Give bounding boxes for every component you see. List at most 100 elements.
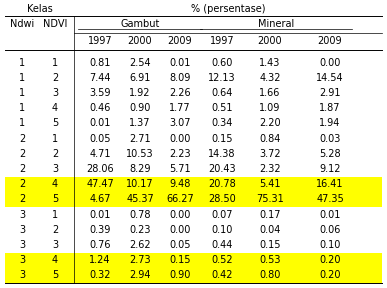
Bar	[5, 237, 382, 253]
Text: 2000: 2000	[128, 36, 152, 46]
Bar	[5, 268, 382, 283]
Text: 3.07: 3.07	[169, 118, 191, 128]
Text: 5.41: 5.41	[259, 179, 281, 189]
Text: 1: 1	[19, 103, 25, 113]
Text: 1997: 1997	[88, 36, 112, 46]
Text: 0.90: 0.90	[170, 270, 191, 281]
Text: 5: 5	[52, 270, 58, 281]
Bar	[5, 101, 382, 116]
Text: 2.54: 2.54	[129, 58, 151, 68]
Text: 0.04: 0.04	[259, 225, 281, 235]
Text: 0.53: 0.53	[259, 255, 281, 265]
Text: 1: 1	[52, 58, 58, 68]
Text: 0.15: 0.15	[259, 240, 281, 250]
Text: 2: 2	[52, 225, 58, 235]
Text: NDVI: NDVI	[43, 19, 67, 29]
Text: 0.00: 0.00	[170, 225, 191, 235]
Text: 0.23: 0.23	[129, 225, 151, 235]
Text: 0.06: 0.06	[319, 225, 341, 235]
Text: 66.27: 66.27	[166, 194, 194, 204]
Bar	[5, 222, 382, 237]
Text: 4: 4	[52, 103, 58, 113]
Text: 1.92: 1.92	[129, 88, 151, 98]
Text: 0.90: 0.90	[129, 103, 151, 113]
Text: 0.46: 0.46	[89, 103, 111, 113]
Text: % (persentase): % (persentase)	[191, 4, 265, 14]
Text: 0.00: 0.00	[319, 58, 341, 68]
Text: 1: 1	[19, 118, 25, 128]
Text: 1997: 1997	[210, 36, 234, 46]
Text: 2.73: 2.73	[129, 255, 151, 265]
Text: 10.53: 10.53	[126, 149, 154, 159]
Text: 2: 2	[19, 194, 25, 204]
Text: 2: 2	[19, 134, 25, 144]
Text: 47.47: 47.47	[86, 179, 114, 189]
Bar	[5, 207, 382, 222]
Text: 1.77: 1.77	[169, 103, 191, 113]
Text: 1.37: 1.37	[129, 118, 151, 128]
Text: 0.80: 0.80	[259, 270, 281, 281]
Text: 3: 3	[52, 164, 58, 174]
Text: 1.87: 1.87	[319, 103, 341, 113]
Text: 3: 3	[19, 210, 25, 219]
Text: 4.32: 4.32	[259, 73, 281, 83]
Text: Kelas: Kelas	[27, 4, 52, 14]
Text: 0.01: 0.01	[319, 210, 341, 219]
Text: 1: 1	[19, 58, 25, 68]
Text: 1.94: 1.94	[319, 118, 341, 128]
Text: 3: 3	[52, 240, 58, 250]
Text: 10.17: 10.17	[126, 179, 154, 189]
Bar	[5, 253, 382, 268]
Text: 0.60: 0.60	[211, 58, 233, 68]
Text: 0.39: 0.39	[89, 225, 111, 235]
Text: 2.94: 2.94	[129, 270, 151, 281]
Text: 4.71: 4.71	[89, 149, 111, 159]
Text: 5: 5	[52, 118, 58, 128]
Text: 28.50: 28.50	[208, 194, 236, 204]
Text: 45.37: 45.37	[126, 194, 154, 204]
Text: 0.78: 0.78	[129, 210, 151, 219]
Text: 2: 2	[19, 179, 25, 189]
Bar	[5, 55, 382, 70]
Text: 14.54: 14.54	[316, 73, 344, 83]
Text: 0.03: 0.03	[319, 134, 341, 144]
Text: 28.06: 28.06	[86, 164, 114, 174]
Text: 0.34: 0.34	[211, 118, 233, 128]
Text: 1.09: 1.09	[259, 103, 281, 113]
Text: 2: 2	[19, 149, 25, 159]
Text: 0.51: 0.51	[211, 103, 233, 113]
Text: 3: 3	[19, 240, 25, 250]
Text: 4: 4	[52, 179, 58, 189]
Text: 0.15: 0.15	[211, 134, 233, 144]
Text: 0.07: 0.07	[211, 210, 233, 219]
Bar	[5, 86, 382, 101]
Text: 2.20: 2.20	[259, 118, 281, 128]
Text: 0.81: 0.81	[89, 58, 111, 68]
Text: 3: 3	[19, 225, 25, 235]
Text: 2.23: 2.23	[169, 149, 191, 159]
Text: 0.01: 0.01	[89, 210, 111, 219]
Text: 1: 1	[52, 134, 58, 144]
Text: 3.72: 3.72	[259, 149, 281, 159]
Text: 14.38: 14.38	[208, 149, 236, 159]
Text: 0.76: 0.76	[89, 240, 111, 250]
Bar	[5, 177, 382, 192]
Text: 8.09: 8.09	[170, 73, 191, 83]
Text: 5.71: 5.71	[169, 164, 191, 174]
Text: 7.44: 7.44	[89, 73, 111, 83]
Text: 20.43: 20.43	[208, 164, 236, 174]
Text: 5: 5	[52, 194, 58, 204]
Bar	[5, 131, 382, 146]
Text: 3: 3	[19, 255, 25, 265]
Text: 2: 2	[52, 73, 58, 83]
Text: 0.10: 0.10	[211, 225, 233, 235]
Text: 3: 3	[19, 270, 25, 281]
Text: 0.05: 0.05	[89, 134, 111, 144]
Text: Ndwi: Ndwi	[10, 19, 34, 29]
Text: 8.29: 8.29	[129, 164, 151, 174]
Text: 0.84: 0.84	[259, 134, 281, 144]
Text: 3: 3	[52, 88, 58, 98]
Text: 0.15: 0.15	[169, 255, 191, 265]
Text: 2000: 2000	[258, 36, 282, 46]
Text: 2.91: 2.91	[319, 88, 341, 98]
